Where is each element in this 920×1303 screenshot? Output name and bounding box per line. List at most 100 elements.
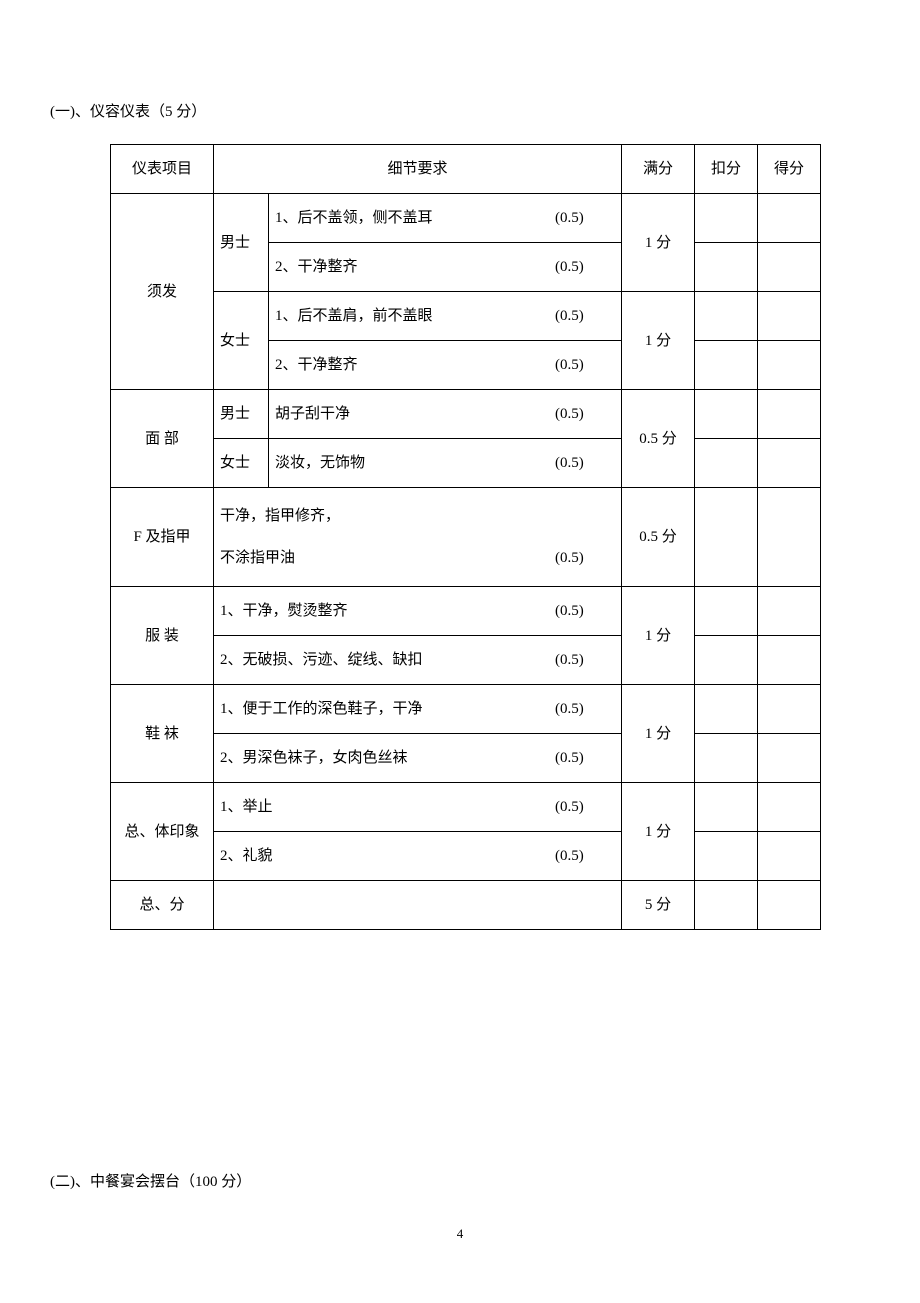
- table-row: 女士 1、后不盖肩，前不盖眼(0.5) 1 分: [111, 292, 821, 341]
- cell-score: [758, 832, 821, 881]
- text-face-m1: 胡子刮干净: [275, 402, 555, 426]
- cell-hair-f1: 1、后不盖肩，前不盖眼(0.5): [269, 292, 622, 341]
- text-imp-d1: 1、举止: [220, 795, 555, 819]
- cell-hair-full-m: 1 分: [622, 194, 695, 292]
- cell-deduct: [695, 783, 758, 832]
- cell-deduct: [695, 390, 758, 439]
- cell-shoe-full: 1 分: [622, 685, 695, 783]
- cell-deduct: [695, 734, 758, 783]
- text-hair-f2: 2、干净整齐: [275, 353, 555, 377]
- cell-hair-female: 女士: [214, 292, 269, 390]
- text-face-f1: 淡妆，无饰物: [275, 451, 555, 475]
- text-shoe-d1: 1、便于工作的深色鞋子，干净: [220, 697, 555, 721]
- pt-hair-m1: (0.5): [555, 206, 615, 230]
- cell-score: [758, 734, 821, 783]
- header-item: 仪表项目: [111, 145, 214, 194]
- cell-shoe-label: 鞋 袜: [111, 685, 214, 783]
- pt-face-f1: (0.5): [555, 451, 615, 475]
- table-row: 须发 男士 1、后不盖领，侧不盖耳(0.5) 1 分: [111, 194, 821, 243]
- cell-shoe-d1: 1、便于工作的深色鞋子，干净(0.5): [214, 685, 622, 734]
- text-nail-1: 干净，指甲修齐，: [220, 504, 615, 528]
- table-header-row: 仪表项目 细节要求 满分 扣分 得分: [111, 145, 821, 194]
- cell-score: [758, 243, 821, 292]
- cell-score: [758, 636, 821, 685]
- pt-hair-f1: (0.5): [555, 304, 615, 328]
- cell-hair-m1: 1、后不盖领，侧不盖耳(0.5): [269, 194, 622, 243]
- text-shoe-d2: 2、男深色袜子，女肉色丝袜: [220, 746, 555, 770]
- text-hair-m2: 2、干净整齐: [275, 255, 555, 279]
- cell-cloth-d2: 2、无破损、污迹、绽线、缺扣(0.5): [214, 636, 622, 685]
- header-score: 得分: [758, 145, 821, 194]
- cell-imp-full: 1 分: [622, 783, 695, 881]
- table-row: 2、礼貌(0.5): [111, 832, 821, 881]
- cell-deduct: [695, 832, 758, 881]
- cell-score: [758, 292, 821, 341]
- cell-hair-full-f: 1 分: [622, 292, 695, 390]
- table-row: 2、无破损、污迹、绽线、缺扣(0.5): [111, 636, 821, 685]
- cell-imp-d1: 1、举止(0.5): [214, 783, 622, 832]
- cell-face-m1: 胡子刮干净(0.5): [269, 390, 622, 439]
- cell-deduct: [695, 685, 758, 734]
- cell-hair-m2: 2、干净整齐(0.5): [269, 243, 622, 292]
- cell-deduct: [695, 636, 758, 685]
- pt-imp-d2: (0.5): [555, 844, 615, 868]
- cell-face-female: 女士: [214, 439, 269, 488]
- cell-score: [758, 488, 821, 587]
- cell-score: [758, 783, 821, 832]
- section-a-title: (一)、仪容仪表（5 分）: [50, 100, 870, 124]
- cell-cloth-full: 1 分: [622, 587, 695, 685]
- cell-score: [758, 685, 821, 734]
- cell-score: [758, 439, 821, 488]
- cell-score: [758, 341, 821, 390]
- cell-cloth-d1: 1、干净，熨烫整齐(0.5): [214, 587, 622, 636]
- cell-deduct: [695, 881, 758, 930]
- pt-shoe-d2: (0.5): [555, 746, 615, 770]
- table-row: 总、体印象 1、举止(0.5) 1 分: [111, 783, 821, 832]
- pt-imp-d1: (0.5): [555, 795, 615, 819]
- cell-deduct: [695, 292, 758, 341]
- table-row: 服 装 1、干净，熨烫整齐(0.5) 1 分: [111, 587, 821, 636]
- text-imp-d2: 2、礼貌: [220, 844, 555, 868]
- page-number: 4: [50, 1224, 870, 1245]
- text-cloth-d1: 1、干净，熨烫整齐: [220, 599, 555, 623]
- pt-nail: (0.5): [555, 546, 615, 570]
- pt-hair-m2: (0.5): [555, 255, 615, 279]
- cell-score: [758, 881, 821, 930]
- header-full: 满分: [622, 145, 695, 194]
- cell-deduct: [695, 341, 758, 390]
- table-row: 2、男深色袜子，女肉色丝袜(0.5): [111, 734, 821, 783]
- cell-total-full: 5 分: [622, 881, 695, 930]
- pt-face-m1: (0.5): [555, 402, 615, 426]
- cell-face-f1: 淡妆，无饰物(0.5): [269, 439, 622, 488]
- cell-total-detail: [214, 881, 622, 930]
- table-row-total: 总、分 5 分: [111, 881, 821, 930]
- cell-nail-full: 0.5 分: [622, 488, 695, 587]
- header-deduct: 扣分: [695, 145, 758, 194]
- cell-hair-label: 须发: [111, 194, 214, 390]
- cell-shoe-d2: 2、男深色袜子，女肉色丝袜(0.5): [214, 734, 622, 783]
- cell-deduct: [695, 488, 758, 587]
- table-row: 面 部 男士 胡子刮干净(0.5) 0.5 分: [111, 390, 821, 439]
- header-detail: 细节要求: [214, 145, 622, 194]
- text-cloth-d2: 2、无破损、污迹、绽线、缺扣: [220, 648, 555, 672]
- cell-cloth-label: 服 装: [111, 587, 214, 685]
- table-row: F 及指甲 干净，指甲修齐， 不涂指甲油(0.5) 0.5 分: [111, 488, 821, 587]
- cell-score: [758, 587, 821, 636]
- cell-score: [758, 390, 821, 439]
- cell-imp-d2: 2、礼貌(0.5): [214, 832, 622, 881]
- text-hair-m1: 1、后不盖领，侧不盖耳: [275, 206, 555, 230]
- cell-deduct: [695, 587, 758, 636]
- text-nail-2: 不涂指甲油: [220, 546, 555, 570]
- table-row: 鞋 袜 1、便于工作的深色鞋子，干净(0.5) 1 分: [111, 685, 821, 734]
- cell-nail-label: F 及指甲: [111, 488, 214, 587]
- scoring-table: 仪表项目 细节要求 满分 扣分 得分 须发 男士 1、后不盖领，侧不盖耳(0.5…: [110, 144, 821, 930]
- cell-deduct: [695, 243, 758, 292]
- cell-deduct: [695, 194, 758, 243]
- cell-imp-label: 总、体印象: [111, 783, 214, 881]
- cell-hair-f2: 2、干净整齐(0.5): [269, 341, 622, 390]
- cell-score: [758, 194, 821, 243]
- cell-face-male: 男士: [214, 390, 269, 439]
- table-row: 女士 淡妆，无饰物(0.5): [111, 439, 821, 488]
- cell-face-label: 面 部: [111, 390, 214, 488]
- pt-cloth-d1: (0.5): [555, 599, 615, 623]
